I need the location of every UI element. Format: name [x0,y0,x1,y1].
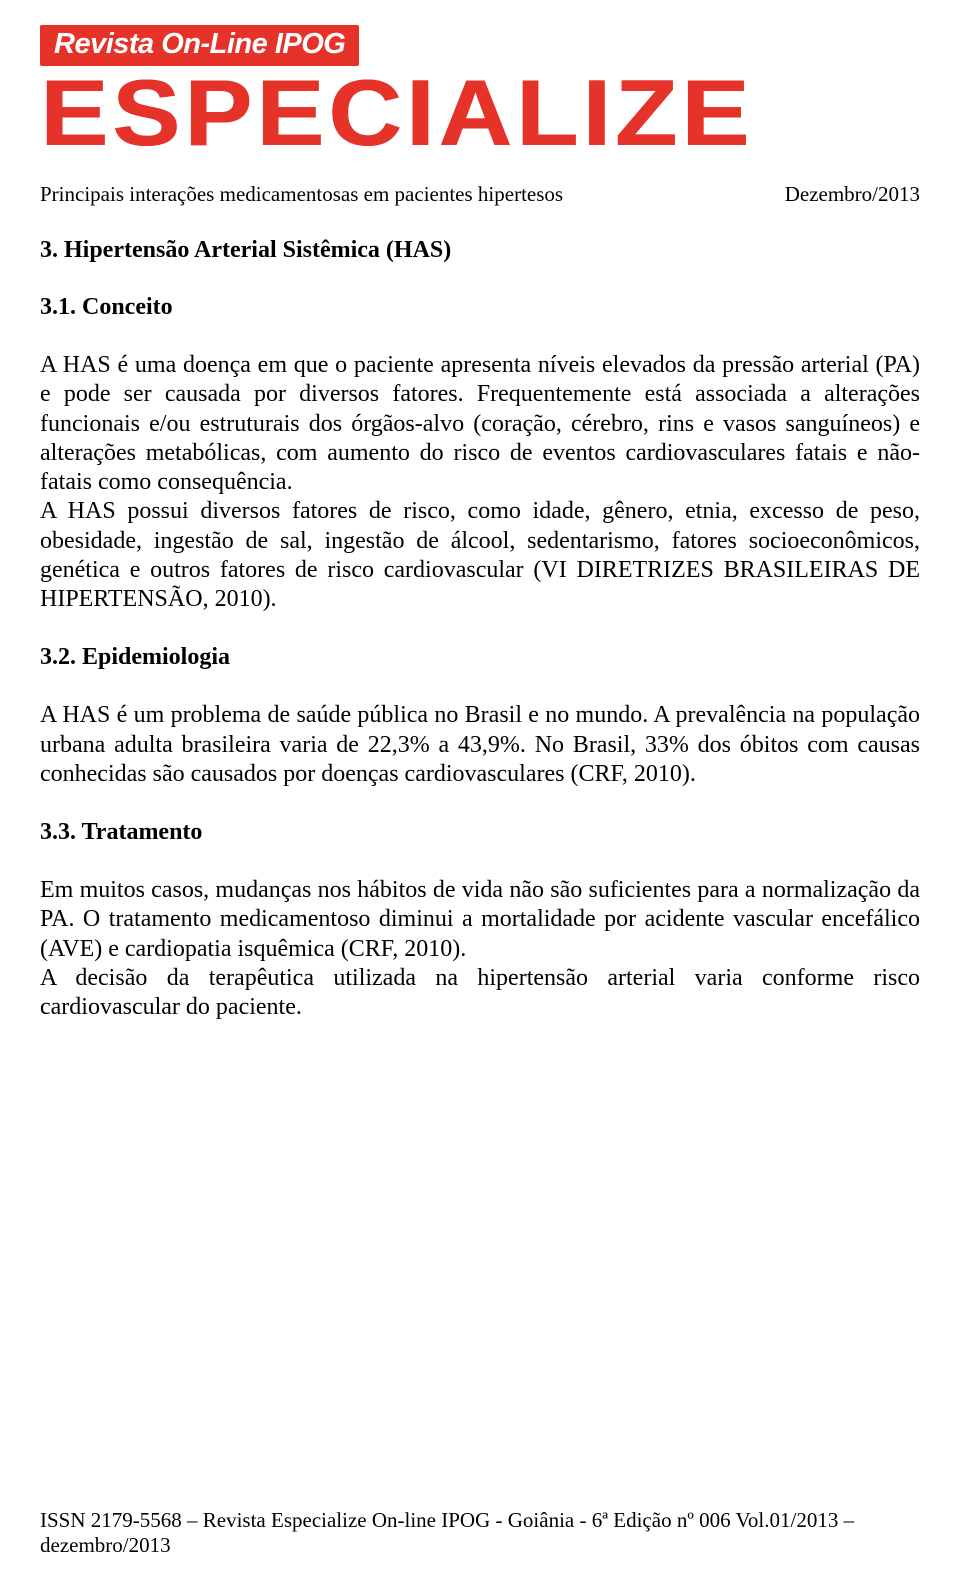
section-3-2-para-1: A HAS é um problema de saúde pública no … [40,701,920,789]
page-header-line: Principais interações medicamentosas em … [40,182,920,207]
section-3-3-para-2: A decisão da terapêutica utilizada na hi… [40,964,920,1023]
section-3-2-title: 3.2. Epidemiologia [40,644,920,671]
section-3-3-title: 3.3. Tratamento [40,819,920,846]
header-title-right: Dezembro/2013 [785,182,920,207]
section-3-1-para-1: A HAS é uma doença em que o paciente apr… [40,351,920,497]
section-3-1-title: 3.1. Conceito [40,294,920,321]
section-3-title: 3. Hipertensão Arterial Sistêmica (HAS) [40,237,920,264]
banner-main-title: ESPECIALIZE [40,66,960,160]
header-title-left: Principais interações medicamentosas em … [40,182,563,207]
section-3-1-para-2: A HAS possui diversos fatores de risco, … [40,497,920,614]
page-footer: ISSN 2179-5568 – Revista Especialize On-… [40,1508,920,1558]
section-3-3-para-1: Em muitos casos, mudanças nos hábitos de… [40,876,920,964]
